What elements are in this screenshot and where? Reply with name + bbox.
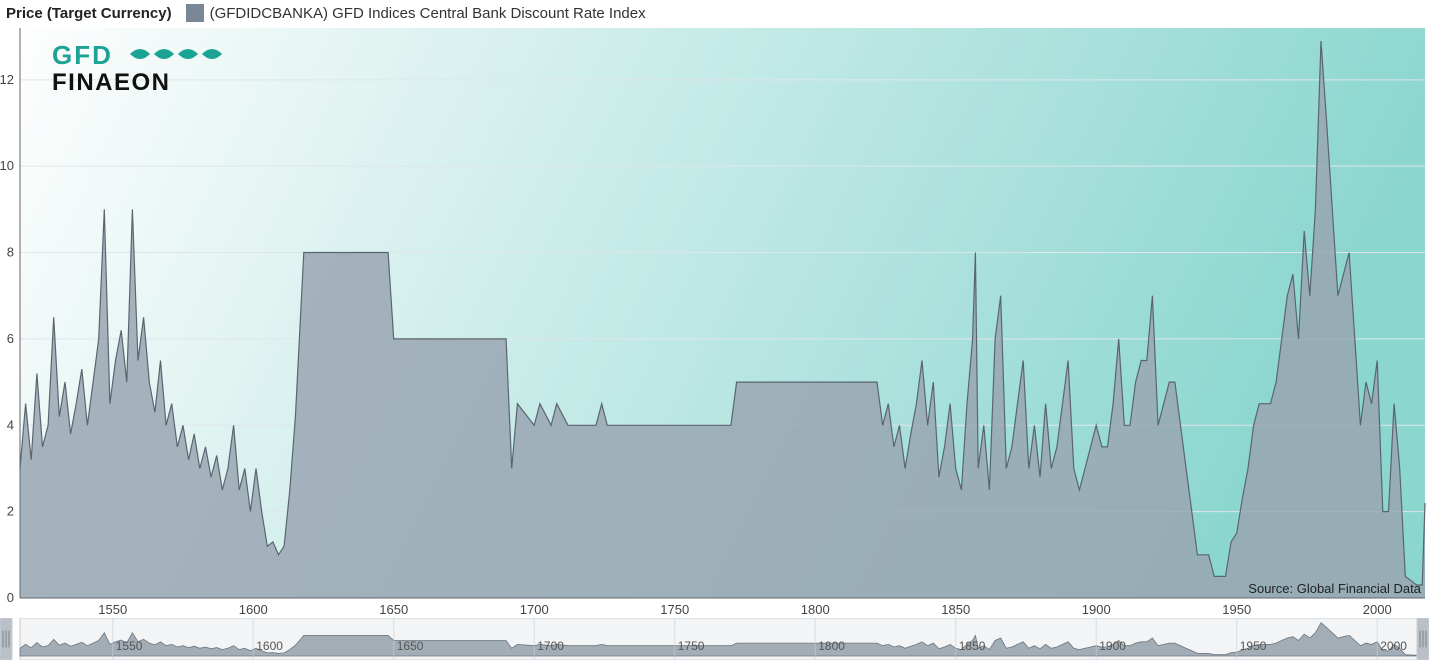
svg-text:2: 2 [7,504,14,519]
svg-text:1800: 1800 [818,639,845,653]
svg-text:1550: 1550 [98,602,127,617]
legend-series-label: (GFDIDCBANKA) GFD Indices Central Bank D… [210,5,646,22]
svg-text:1600: 1600 [239,602,268,617]
svg-text:1850: 1850 [941,602,970,617]
chart-header: Price (Target Currency) (GFDIDCBANKA) GF… [0,0,1429,28]
svg-text:1700: 1700 [520,602,549,617]
svg-text:1950: 1950 [1240,639,1267,653]
svg-text:1750: 1750 [678,639,705,653]
svg-text:2000: 2000 [1380,639,1407,653]
svg-text:10: 10 [0,158,14,173]
svg-text:1600: 1600 [256,639,283,653]
svg-text:0: 0 [7,590,14,605]
svg-text:1800: 1800 [801,602,830,617]
main-chart[interactable]: 0 2 4 6 8 10 12 1550 1600 1650 1700 1750 1800 1850 190… [0,28,1429,618]
svg-text:8: 8 [7,245,14,260]
source-attribution: Source: Global Financial Data [1248,581,1421,596]
svg-text:1700: 1700 [537,639,564,653]
svg-text:6: 6 [7,331,14,346]
svg-text:4: 4 [7,417,14,432]
range-selector[interactable]: 1550 1600 1650 1700 1750 1800 1850 1900 1950 2000 [0,618,1429,660]
svg-text:12: 12 [0,72,14,87]
svg-text:1550: 1550 [116,639,143,653]
svg-text:1650: 1650 [379,602,408,617]
svg-text:1900: 1900 [1082,602,1111,617]
main-chart-svg: 0 2 4 6 8 10 12 1550 1600 1650 1700 1750 1800 1850 190… [0,28,1429,618]
svg-text:1950: 1950 [1222,602,1251,617]
svg-text:1900: 1900 [1099,639,1126,653]
range-selector-svg: 1550 1600 1650 1700 1750 1800 1850 1900 1950 2000 [0,618,1429,660]
yaxis-title: Price (Target Currency) [6,5,172,22]
svg-text:2000: 2000 [1363,602,1392,617]
svg-text:1650: 1650 [397,639,424,653]
svg-text:1850: 1850 [959,639,986,653]
svg-text:1750: 1750 [660,602,689,617]
legend-swatch [186,4,204,22]
